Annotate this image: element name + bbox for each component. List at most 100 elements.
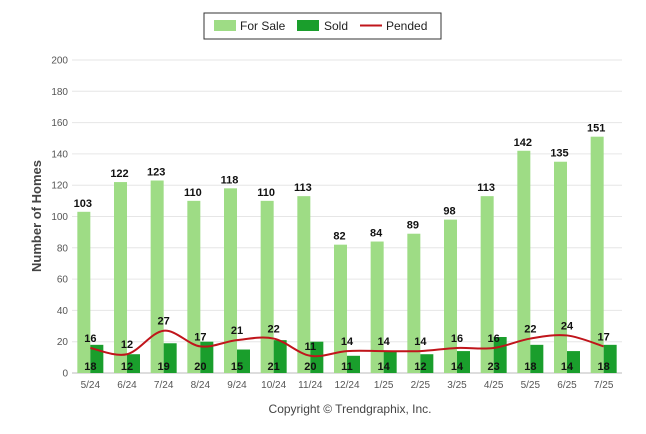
x-axis: 5/24 6/24 7/24 8/24 9/24 10/24 11/24 12/24 1/25 2… <box>81 380 614 391</box>
x-tick-label: 7/24 <box>154 380 174 391</box>
label-for-sale: 89 <box>407 220 419 232</box>
label-for-sale: 151 <box>587 123 605 135</box>
label-pended: 17 <box>194 331 206 343</box>
label-pended: 22 <box>524 324 536 336</box>
label-sold: 20 <box>304 361 316 373</box>
bar-sold <box>273 340 287 373</box>
data-labels: 103 18 122 12 123 19 110 20 118 15 110 21 113 20 82 11 8… <box>74 123 610 373</box>
x-tick-label: 12/24 <box>334 380 359 391</box>
y-tick-label: 20 <box>57 337 69 348</box>
bar-sold <box>163 343 177 373</box>
label-sold: 18 <box>598 361 610 373</box>
label-sold: 14 <box>378 361 391 373</box>
label-sold: 12 <box>414 361 426 373</box>
bar-for-sale <box>517 150 531 373</box>
label-sold: 18 <box>524 361 536 373</box>
bar-sold <box>200 341 214 373</box>
label-pended: 24 <box>561 320 574 332</box>
bar-for-sale <box>187 200 201 373</box>
bar-sold <box>383 351 397 373</box>
x-tick-label: 11/24 <box>298 380 323 391</box>
legend-box <box>203 12 442 40</box>
legend-label-for-sale: For Sale <box>240 19 286 33</box>
label-for-sale: 113 <box>477 182 495 194</box>
bar-for-sale <box>150 180 164 373</box>
bar-for-sale <box>480 196 494 373</box>
y-tick-label: 180 <box>51 87 68 98</box>
legend-swatch-for-sale <box>214 20 236 31</box>
bar-for-sale <box>297 196 311 373</box>
bar-sold <box>90 344 104 373</box>
bar-for-sale <box>590 136 604 373</box>
label-for-sale: 84 <box>370 228 383 240</box>
x-tick-label: 4/25 <box>484 380 504 391</box>
label-sold: 14 <box>451 361 464 373</box>
label-for-sale: 123 <box>147 167 165 179</box>
bar-for-sale <box>407 233 421 373</box>
label-for-sale: 135 <box>550 148 568 160</box>
label-pended: 12 <box>121 339 133 351</box>
y-tick-label: 100 <box>51 212 68 223</box>
bar-for-sale <box>77 211 91 373</box>
label-sold: 15 <box>231 361 243 373</box>
label-for-sale: 142 <box>514 137 532 149</box>
label-sold: 23 <box>488 361 500 373</box>
y-tick-label: 0 <box>62 369 68 380</box>
x-tick-label: 10/24 <box>261 380 286 391</box>
bar-for-sale <box>224 188 237 373</box>
copyright-text: Copyright © Trendgraphix, Inc. <box>269 402 432 416</box>
pended-line <box>90 329 604 358</box>
label-for-sale: 122 <box>110 168 128 180</box>
label-sold: 18 <box>84 361 96 373</box>
bar-sold <box>457 351 470 373</box>
legend-label-sold: Sold <box>324 19 348 33</box>
x-tick-label: 6/25 <box>557 380 577 391</box>
bar-for-sale <box>554 161 567 373</box>
label-for-sale: 110 <box>184 187 202 199</box>
label-for-sale: 118 <box>221 174 239 186</box>
label-sold: 12 <box>121 361 133 373</box>
legend-swatch-sold <box>297 20 319 31</box>
label-pended: 16 <box>451 333 463 345</box>
bar-sold <box>603 344 617 373</box>
x-tick-label: 3/25 <box>447 380 467 391</box>
label-pended: 16 <box>488 333 500 345</box>
label-for-sale: 82 <box>333 231 345 243</box>
label-pended: 16 <box>84 333 96 345</box>
bar-sold <box>237 349 250 373</box>
label-pended: 22 <box>268 324 280 336</box>
label-sold: 20 <box>194 361 206 373</box>
bar-sold <box>127 354 140 373</box>
x-tick-label: 1/25 <box>374 380 394 391</box>
label-pended: 14 <box>341 336 354 348</box>
label-pended: 11 <box>305 341 317 353</box>
y-tick-label: 200 <box>51 56 68 67</box>
x-tick-label: 5/25 <box>521 380 541 391</box>
label-for-sale: 110 <box>257 187 275 199</box>
x-tick-label: 8/24 <box>191 380 211 391</box>
y-tick-label: 140 <box>51 149 68 160</box>
y-axis: 0 20 40 60 80 100 120 140 160 180 200 <box>51 56 68 380</box>
x-tick-label: 7/25 <box>594 380 614 391</box>
pended-line-path <box>90 329 604 358</box>
bar-for-sale <box>444 219 457 373</box>
label-sold: 14 <box>561 361 574 373</box>
bar-for-sale <box>334 244 347 373</box>
y-tick-label: 120 <box>51 181 68 192</box>
label-pended: 17 <box>598 331 610 343</box>
label-sold: 19 <box>158 361 170 373</box>
legend-label-pended: Pended <box>386 19 427 33</box>
bar-sold <box>420 354 434 373</box>
label-sold: 21 <box>268 361 280 373</box>
label-pended: 21 <box>231 325 243 337</box>
label-pended: 14 <box>378 336 391 348</box>
label-pended: 14 <box>414 336 427 348</box>
y-tick-label: 80 <box>57 243 69 254</box>
bar-for-sale <box>260 200 274 373</box>
y-axis-title: Number of Homes <box>29 160 44 272</box>
x-tick-label: 5/24 <box>81 380 101 391</box>
label-for-sale: 103 <box>74 198 92 210</box>
bar-sold <box>530 344 544 373</box>
label-sold: 11 <box>341 361 353 373</box>
y-tick-label: 60 <box>57 275 69 286</box>
